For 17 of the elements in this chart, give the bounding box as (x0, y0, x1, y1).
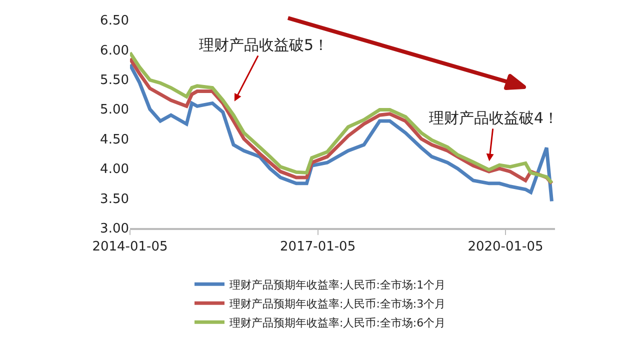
legend-label: 理财产品预期年收益率:人民币:全市场:1个月 (230, 278, 446, 292)
y-tick-label: 4.50 (100, 132, 129, 148)
annotation: 理财产品收益破4！ (429, 109, 559, 127)
legend-label: 理财产品预期年收益率:人民币:全市场:3个月 (230, 297, 446, 310)
x-tick-label: 2017-01-05 (280, 240, 356, 255)
y-tick-label: 5.00 (100, 102, 129, 118)
x-tick-label: 2014-01-05 (92, 240, 168, 255)
y-tick-label: 5.50 (100, 72, 129, 88)
annotation: 理财产品收益破5！ (199, 36, 329, 54)
legend-label: 理财产品预期年收益率:人民币:全市场:6个月 (230, 316, 446, 330)
y-tick-label: 6.50 (100, 14, 129, 29)
y-tick-label: 3.50 (100, 192, 129, 207)
y-tick-label: 3.00 (100, 222, 129, 237)
line-series (130, 62, 554, 204)
y-tick-label: 6.00 (100, 43, 129, 58)
x-tick-label: 2020-01-05 (468, 240, 544, 255)
y-tick-label: 4.00 (100, 162, 129, 178)
